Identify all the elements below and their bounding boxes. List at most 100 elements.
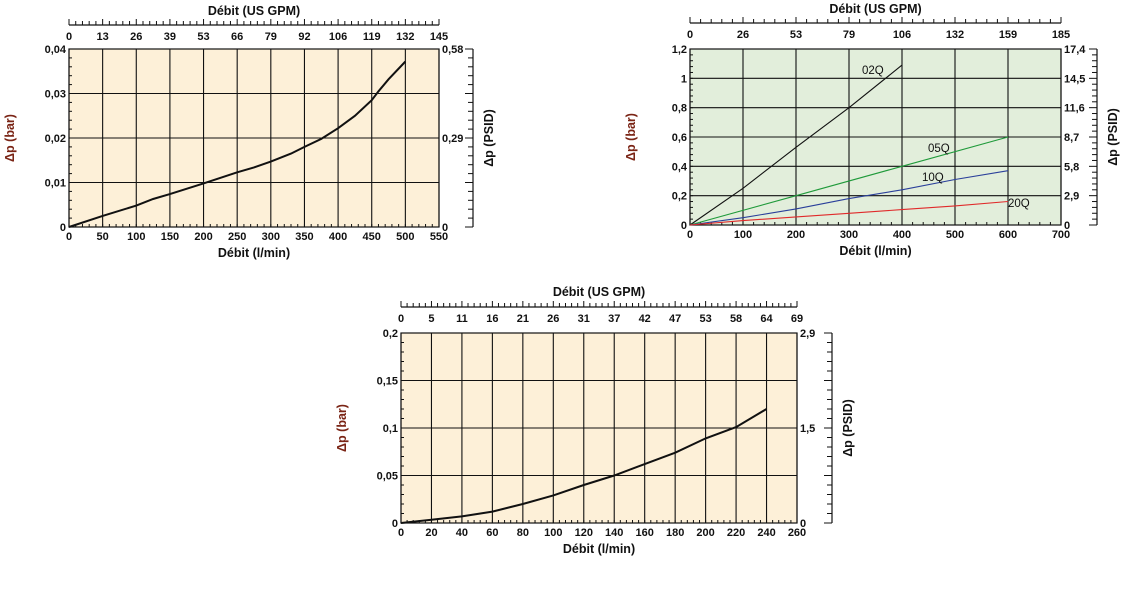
series-line-flow-curve xyxy=(68,60,407,228)
x2-tick-label: 159 xyxy=(999,29,1017,41)
x2-tick-label: 53 xyxy=(197,31,209,43)
x-tick-label: 0 xyxy=(66,231,72,243)
x-tick-label: 140 xyxy=(605,527,623,539)
x-tick-label: 100 xyxy=(127,231,145,243)
x2-tick-label: 37 xyxy=(608,313,620,325)
x-tick-label: 80 xyxy=(517,527,529,539)
x2-tick-label: 185 xyxy=(1052,29,1070,41)
y-tick-label: 0 xyxy=(681,220,687,232)
y-tick-label: 0,15 xyxy=(377,376,398,388)
y-tick-label: 0,01 xyxy=(45,178,66,190)
x2-tick-label: 11 xyxy=(456,313,468,325)
y-tick-label: 1,2 xyxy=(672,44,687,56)
x-tick-label: 200 xyxy=(696,527,714,539)
y-tick-label: 0 xyxy=(60,222,66,234)
y2-tick-label: 2,9 xyxy=(1064,191,1079,203)
x2-tick-label: 39 xyxy=(164,31,176,43)
y2-tick-label: 0 xyxy=(1064,220,1070,232)
x-tick-label: 400 xyxy=(893,229,911,241)
series-line-10q xyxy=(689,170,1009,226)
y-tick-label: 0 xyxy=(392,518,398,530)
y-tick-label: 0,1 xyxy=(383,423,398,435)
x2-tick-label: 26 xyxy=(737,29,749,41)
x2-axis-title: Débit (US GPM) xyxy=(553,285,645,299)
y-tick-label: 0,8 xyxy=(672,103,687,115)
x-tick-label: 100 xyxy=(734,229,752,241)
y-tick-label: 0,04 xyxy=(45,44,67,56)
x2-tick-label: 132 xyxy=(946,29,964,41)
x2-tick-label: 0 xyxy=(687,29,693,41)
x2-tick-label: 106 xyxy=(893,29,911,41)
y2-tick-label: 2,9 xyxy=(800,328,815,340)
y2-tick-label: 0 xyxy=(442,222,448,234)
series-line-20q xyxy=(689,200,1009,226)
x2-tick-label: 106 xyxy=(329,31,347,43)
series-line-02q xyxy=(689,64,903,226)
x-tick-label: 180 xyxy=(666,527,684,539)
x-tick-label: 350 xyxy=(295,231,313,243)
series-label: 02Q xyxy=(862,65,884,77)
x-tick-label: 400 xyxy=(329,231,347,243)
x2-tick-label: 79 xyxy=(265,31,277,43)
y-tick-label: 0,4 xyxy=(672,161,688,173)
x2-tick-label: 64 xyxy=(760,313,773,325)
y-tick-label: 0,03 xyxy=(45,89,66,101)
x2-tick-label: 119 xyxy=(363,31,381,43)
x-tick-label: 500 xyxy=(946,229,964,241)
x2-tick-label: 53 xyxy=(699,313,711,325)
series-label: 20Q xyxy=(1008,198,1030,210)
x2-tick-label: 145 xyxy=(430,31,448,43)
x-tick-label: 600 xyxy=(999,229,1017,241)
x2-tick-label: 26 xyxy=(130,31,142,43)
x2-tick-label: 66 xyxy=(231,31,243,43)
x-tick-label: 260 xyxy=(788,527,806,539)
x2-tick-label: 58 xyxy=(730,313,742,325)
x2-tick-label: 5 xyxy=(428,313,434,325)
x-tick-label: 160 xyxy=(636,527,654,539)
y2-tick-label: 8,7 xyxy=(1064,132,1079,144)
x2-tick-label: 79 xyxy=(843,29,855,41)
series-label: 05Q xyxy=(928,143,950,155)
series-line-05q xyxy=(689,136,1009,226)
x-tick-label: 60 xyxy=(486,527,498,539)
x-tick-label: 220 xyxy=(727,527,745,539)
x-tick-label: 700 xyxy=(1052,229,1070,241)
y2-tick-label: 11,6 xyxy=(1064,103,1085,115)
x-tick-label: 0 xyxy=(687,229,693,241)
x-tick-label: 240 xyxy=(757,527,775,539)
x2-tick-label: 13 xyxy=(97,31,109,43)
x-tick-label: 450 xyxy=(363,231,381,243)
y-tick-label: 1 xyxy=(681,73,687,85)
x2-tick-label: 42 xyxy=(639,313,651,325)
y2-axis-title: Δp (PSID) xyxy=(1106,108,1120,166)
x-tick-label: 120 xyxy=(575,527,593,539)
x2-tick-label: 69 xyxy=(791,313,803,325)
series-label: 10Q xyxy=(922,172,944,184)
y2-tick-label: 0,29 xyxy=(442,133,463,145)
y-tick-label: 0,2 xyxy=(672,191,687,203)
x-tick-label: 200 xyxy=(194,231,212,243)
x-axis-title: Débit (l/min) xyxy=(218,246,290,260)
y2-tick-label: 1,5 xyxy=(800,423,815,435)
x2-axis-title: Débit (US GPM) xyxy=(208,4,300,18)
x-tick-label: 300 xyxy=(262,231,280,243)
x2-tick-label: 47 xyxy=(669,313,681,325)
x-tick-label: 550 xyxy=(430,231,448,243)
x-tick-label: 40 xyxy=(456,527,468,539)
x2-tick-label: 92 xyxy=(298,31,310,43)
y2-axis-title: Δp (PSID) xyxy=(841,399,855,457)
y-tick-label: 0,05 xyxy=(377,471,398,483)
x-tick-label: 20 xyxy=(425,527,437,539)
x2-tick-label: 26 xyxy=(547,313,559,325)
x-tick-label: 150 xyxy=(161,231,179,243)
y-tick-label: 0,02 xyxy=(45,133,66,145)
x2-tick-label: 31 xyxy=(578,313,590,325)
y-tick-label: 0,6 xyxy=(672,132,687,144)
x2-tick-label: 0 xyxy=(398,313,404,325)
x-tick-label: 50 xyxy=(97,231,109,243)
y2-tick-label: 0 xyxy=(800,518,806,530)
